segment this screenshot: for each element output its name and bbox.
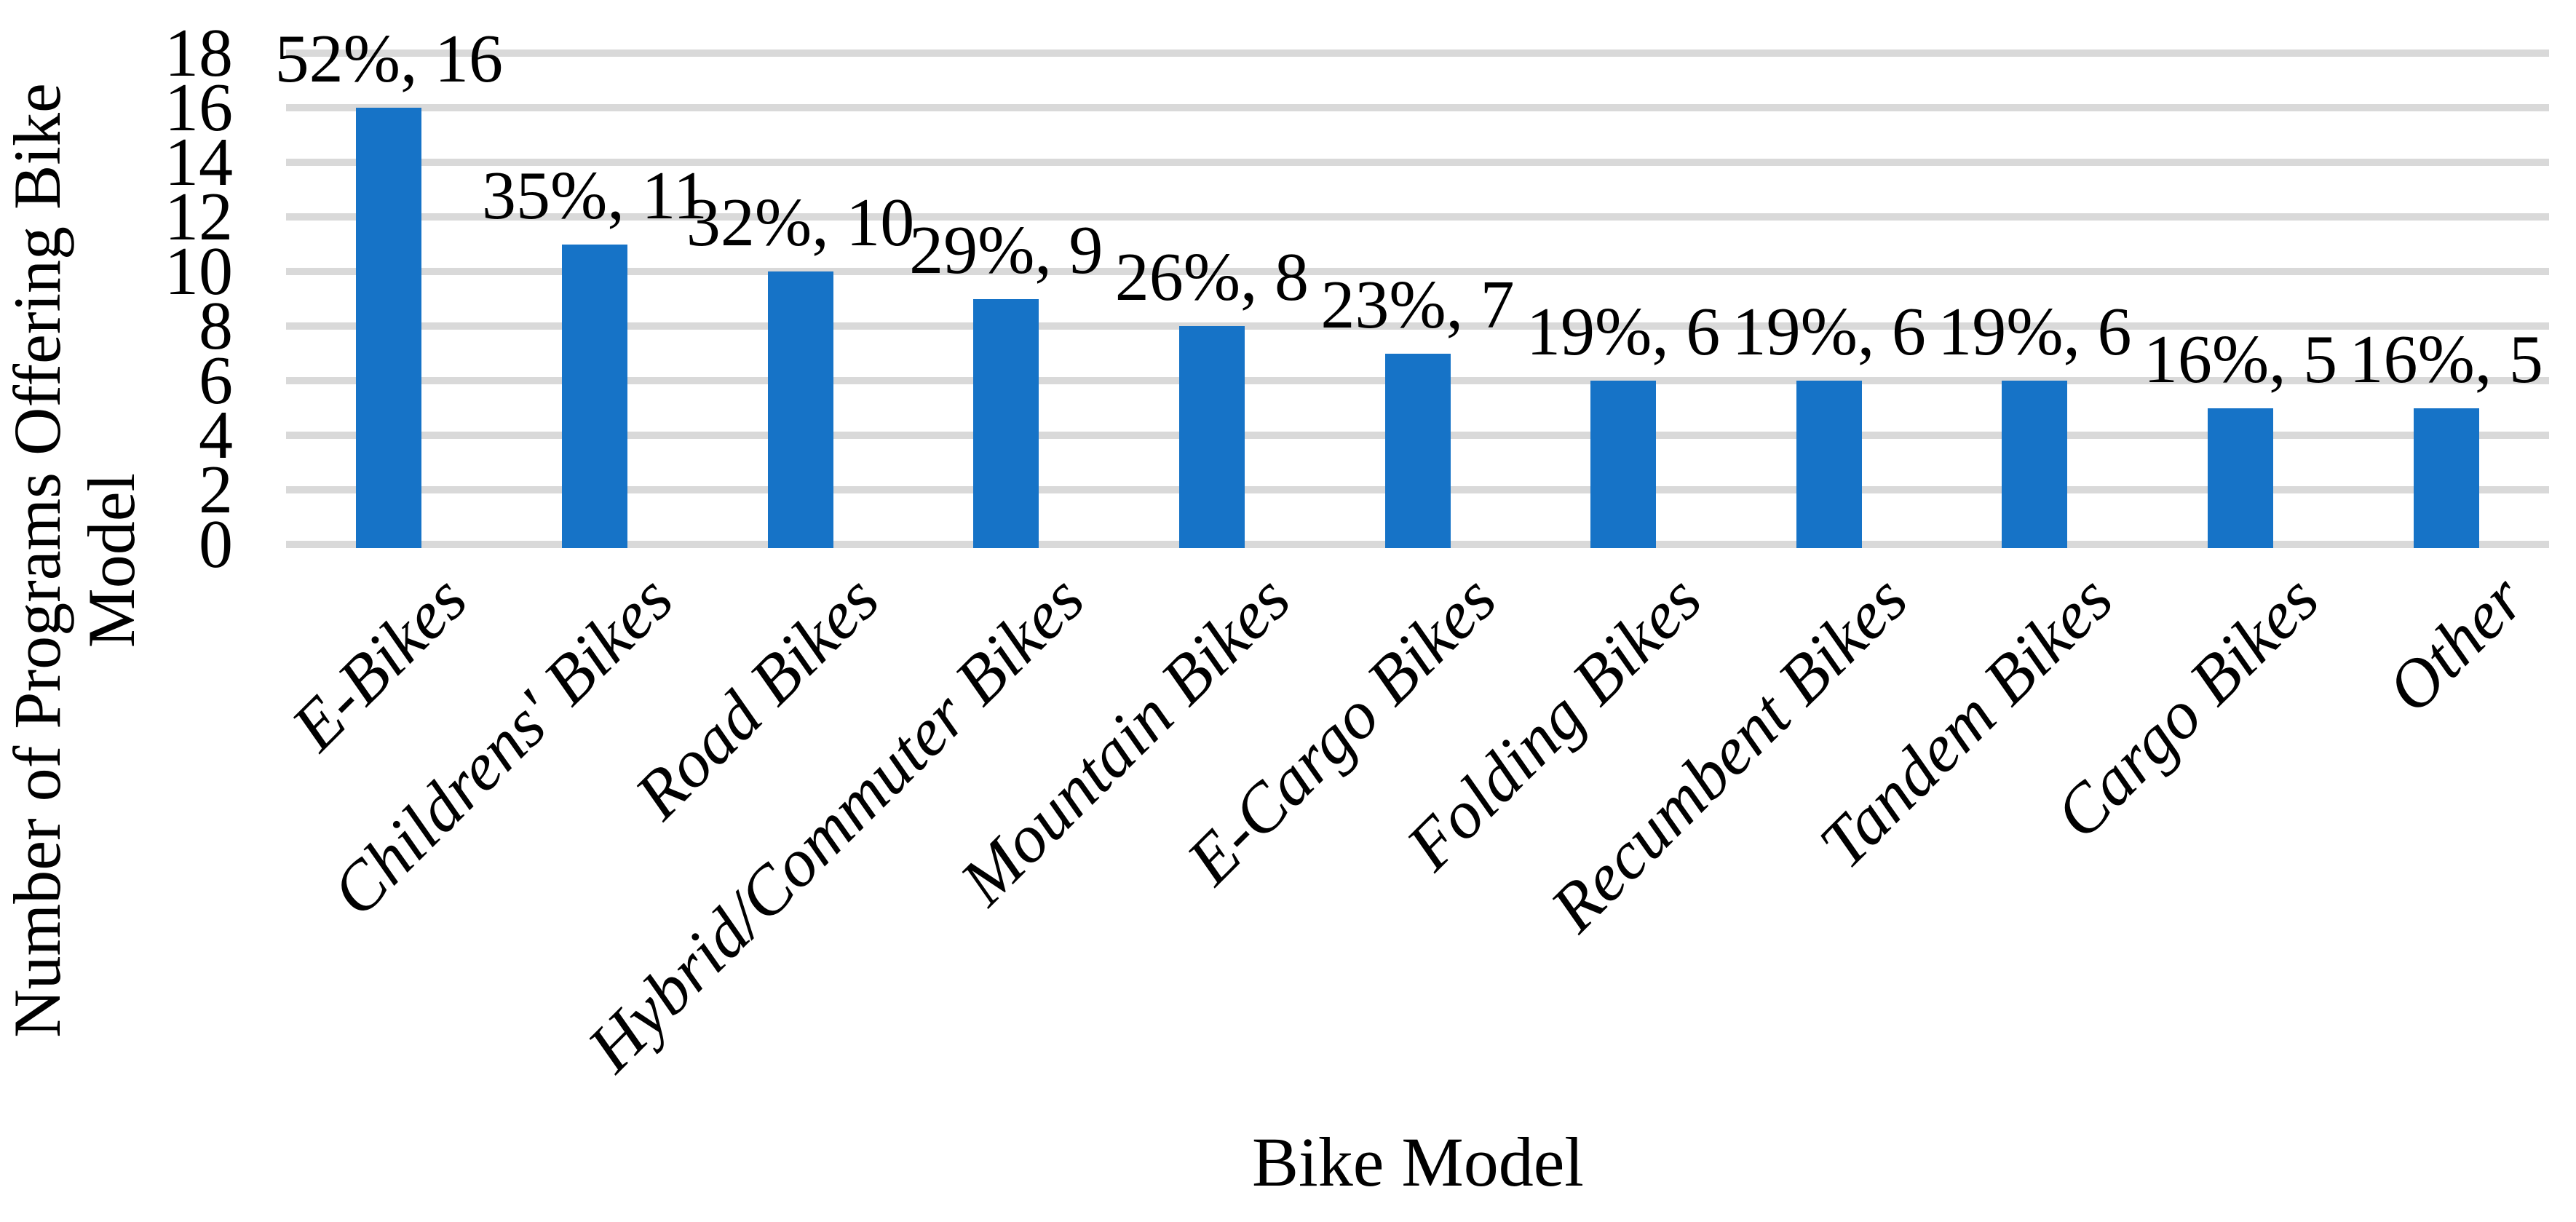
y-tick-label: 0 [199,507,233,582]
y-axis-title-line-2: Model [74,472,148,648]
y-tick-label: 6 [199,343,233,418]
y-tick-label: 16 [165,70,233,146]
x-axis-title: Bike Model [1252,1123,1584,1201]
bar-data-label: 16%, 5 [2349,321,2543,397]
bar-data-label: 19%, 6 [1938,294,2132,370]
bar-data-label: 35%, 11 [482,157,708,234]
bar [1796,381,1862,548]
y-tick-label: 8 [199,288,233,364]
bar [767,271,833,548]
gridline [286,104,2549,111]
y-tick-label: 4 [199,397,233,473]
bar-data-label: 16%, 5 [2143,321,2338,397]
bar-data-label: 32%, 10 [686,185,915,261]
bar-data-label: 19%, 6 [1526,294,1721,370]
gridline [286,213,2549,221]
bar [2002,381,2068,548]
bar [1178,326,1245,548]
y-axis-title: Number of Programs Offering Bike Model [0,0,148,1128]
y-tick-label: 2 [199,452,233,528]
bar-data-label: 19%, 6 [1732,294,1926,370]
bar [356,108,422,548]
y-axis-title-line-1: Number of Programs Offering Bike [0,83,74,1038]
y-tick-label: 14 [165,124,233,200]
y-tick-label: 10 [165,234,233,309]
gridline [286,49,2549,57]
bar-data-label: 52%, 16 [274,21,503,97]
gridline [286,159,2549,166]
bar-data-label: 23%, 7 [1320,266,1515,343]
bar [561,244,627,548]
bar [2208,408,2274,548]
gridline [286,268,2549,275]
bar [973,298,1039,548]
gridline [286,322,2549,330]
y-tick-label: 18 [165,15,233,91]
bar-data-label: 26%, 8 [1114,239,1309,315]
y-tick-label: 12 [165,179,233,255]
bar [1384,353,1451,548]
bar-data-label: 29%, 9 [909,212,1103,288]
bar [1590,381,1657,548]
bar [2413,408,2479,548]
